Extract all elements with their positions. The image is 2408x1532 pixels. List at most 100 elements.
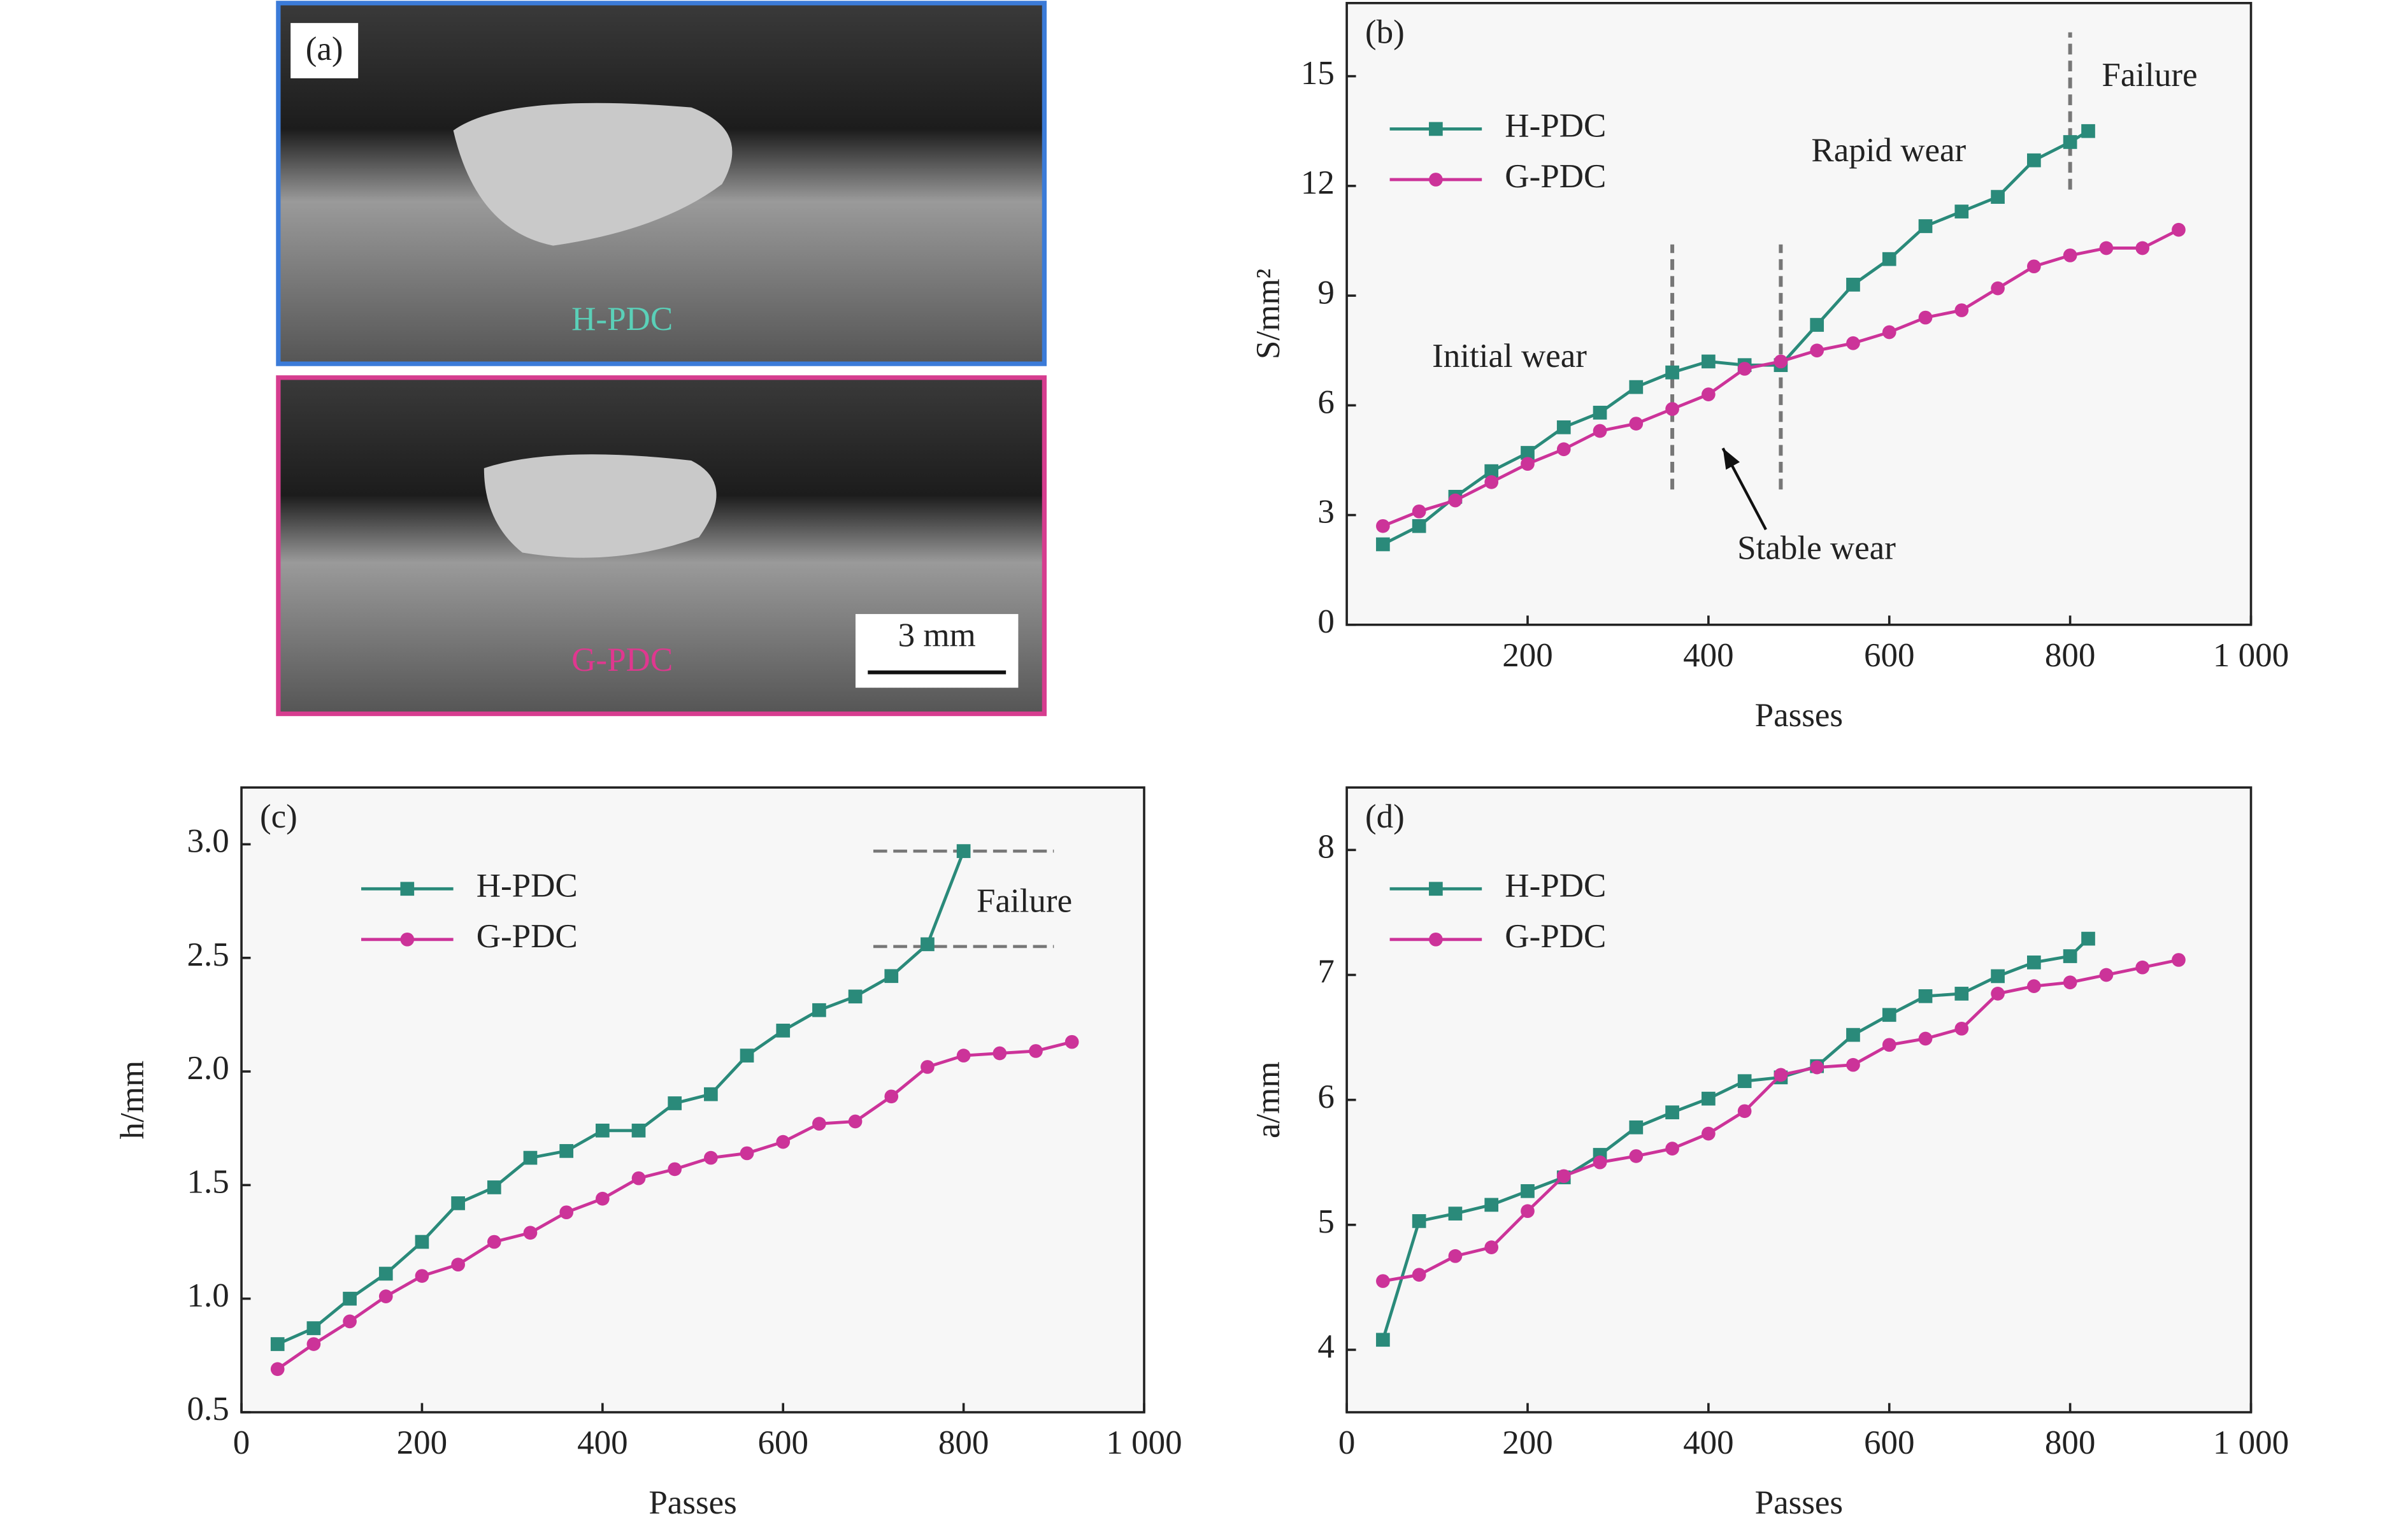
data-point — [451, 1196, 465, 1210]
y-tick-label: 1.5 — [187, 1164, 229, 1201]
scale-box — [855, 613, 1019, 688]
data-point — [1954, 987, 1969, 1001]
data-point — [848, 1114, 863, 1129]
label-box — [290, 23, 359, 78]
y-tick-label: 3 — [1317, 494, 1335, 531]
data-point — [921, 937, 935, 952]
data-point — [415, 1235, 429, 1249]
data-point — [1810, 318, 1824, 332]
data-point — [523, 1226, 538, 1240]
data-point — [2135, 960, 2150, 975]
data-point — [487, 1235, 501, 1249]
data-point — [2135, 241, 2150, 255]
data-point — [1882, 325, 1896, 340]
photo-panel: (a) H-PDC G-PDC 3 mm — [276, 1, 1047, 717]
data-point — [1954, 303, 1969, 317]
data-point — [993, 1046, 1007, 1061]
data-point — [884, 969, 899, 984]
legend-label: G-PDC — [1505, 918, 1606, 955]
data-point — [2063, 135, 2077, 149]
data-point — [956, 1049, 971, 1063]
x-tick-label: 600 — [757, 1424, 808, 1461]
data-point — [1521, 457, 1535, 471]
wear-scar — [453, 103, 733, 246]
legend-marker — [1429, 173, 1443, 187]
data-point — [1991, 190, 2005, 204]
data-point — [1376, 1333, 1390, 1347]
legend-label: G-PDC — [1505, 158, 1606, 195]
y-axis-label: S/mm² — [1250, 269, 1287, 360]
data-point — [1629, 1120, 1644, 1135]
data-point — [1556, 442, 1571, 457]
x-tick-label: 400 — [1683, 637, 1734, 674]
legend-marker — [400, 882, 415, 896]
legend-label: H-PDC — [1505, 108, 1606, 145]
data-point — [1064, 1034, 1079, 1049]
y-tick-label: 7 — [1317, 954, 1335, 991]
data-point — [451, 1257, 465, 1272]
legend-label: G-PDC — [477, 918, 578, 955]
y-tick-label: 6 — [1317, 1078, 1335, 1115]
y-tick-label: 2.0 — [187, 1050, 229, 1087]
arrow-head — [1723, 448, 1740, 470]
panel-label: (a) — [306, 31, 343, 68]
data-point — [1882, 1008, 1896, 1022]
data-point — [956, 844, 971, 858]
data-point — [2063, 975, 2077, 990]
data-point — [1918, 989, 1933, 1003]
data-point — [270, 1337, 285, 1351]
data-point — [2027, 956, 2041, 970]
legend-marker — [400, 932, 415, 947]
data-point — [1954, 204, 1969, 218]
y-tick-label: 1.0 — [187, 1277, 229, 1314]
x-tick-label: 1 000 — [1106, 1424, 1182, 1461]
x-tick-label: 200 — [1502, 1424, 1553, 1461]
annotation: Stable wear — [1737, 529, 1896, 566]
data-point — [1556, 420, 1571, 434]
data-point — [1774, 354, 1788, 369]
panel-label: (c) — [260, 798, 297, 835]
data-point — [812, 1117, 826, 1131]
data-point — [740, 1146, 754, 1161]
y-tick-label: 2.5 — [187, 936, 229, 973]
data-point — [1484, 1240, 1499, 1254]
data-point — [2027, 259, 2041, 274]
y-tick-label: 9 — [1317, 274, 1335, 311]
data-point — [2099, 241, 2114, 255]
data-point — [1376, 537, 1390, 552]
y-tick-label: 5 — [1317, 1203, 1335, 1240]
x-tick-label: 0 — [233, 1424, 250, 1461]
data-point — [1593, 1155, 1607, 1170]
data-point — [270, 1362, 285, 1377]
data-point — [1810, 343, 1824, 358]
x-tick-label: 1 000 — [2213, 1424, 2289, 1461]
data-point — [1702, 1126, 1716, 1141]
x-tick-label: 200 — [1502, 637, 1553, 674]
data-point — [306, 1337, 321, 1351]
data-point — [2027, 979, 2041, 993]
data-point — [1629, 417, 1644, 431]
plot-frame — [1345, 2, 2253, 626]
chart: 200 400 600 800 1 000 0 3 6 9 12 15 Passes S/mm² (b) H… — [1250, 2, 2289, 734]
data-point — [1448, 1206, 1463, 1221]
data-point — [1448, 1249, 1463, 1263]
y-tick-label: 3.0 — [187, 823, 229, 860]
data-point — [1593, 405, 1607, 420]
data-point — [776, 1024, 791, 1038]
x-tick-label: 1 000 — [2213, 637, 2289, 674]
data-point — [848, 989, 863, 1004]
data-point — [1991, 969, 2005, 984]
data-point — [1412, 1268, 1426, 1282]
scale-label: 3 mm — [898, 617, 976, 654]
data-point — [1521, 1204, 1535, 1219]
data-point — [343, 1291, 357, 1306]
data-point — [1918, 219, 1933, 233]
x-axis-label: Passes — [1755, 697, 1843, 734]
data-point — [1846, 336, 1860, 350]
wear-scar — [484, 454, 717, 558]
data-point — [668, 1096, 682, 1110]
y-axis-label: h/mm — [114, 1061, 151, 1140]
data-point — [1484, 475, 1499, 489]
data-point — [1629, 380, 1644, 394]
data-point — [884, 1089, 899, 1104]
